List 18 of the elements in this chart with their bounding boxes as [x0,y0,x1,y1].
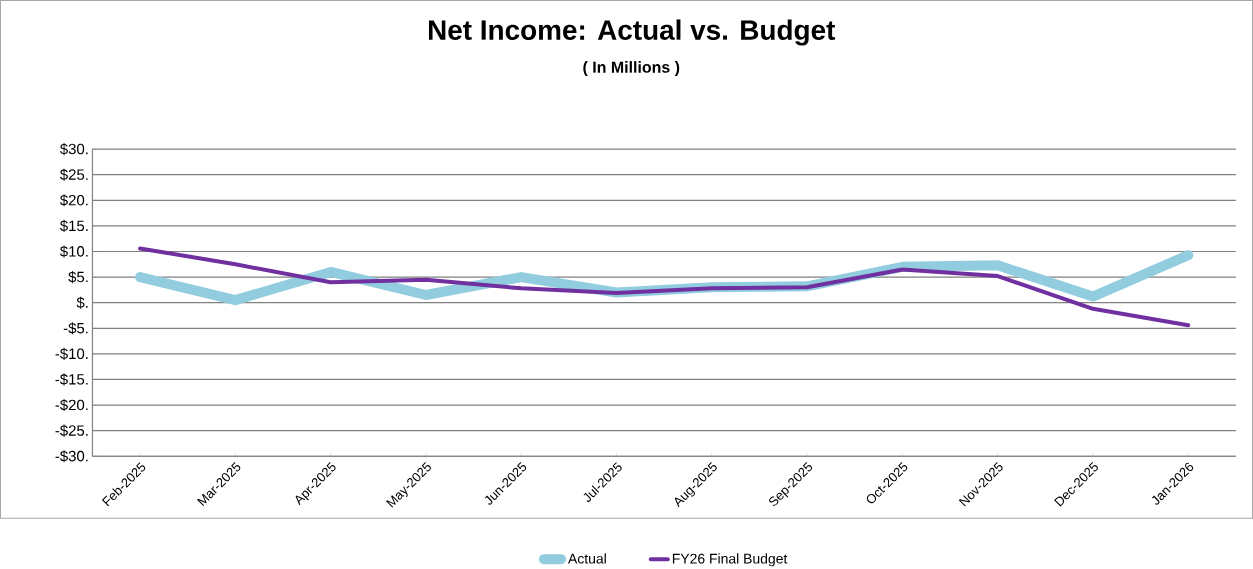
y-tick-label: -$25. [55,424,88,437]
y-tick-label: -$30. [55,450,88,463]
line-series [138,246,1191,328]
chart-subtitle: ( In Millions ) [583,61,680,76]
legend-label: Actual [568,553,606,564]
y-tick-label: -$20. [55,399,88,412]
y-tick-label: $10. [59,245,88,258]
y-tick-label: $5. [68,271,88,284]
y-tick-label: $30. [59,143,88,156]
y-tick-label: -$5. [63,322,88,335]
chart-title: Net Income: Actual vs. Budget [428,19,836,46]
y-tick-label: $. [76,296,88,309]
y-tick-label: $20. [59,194,88,207]
y-tick-label: $15. [59,219,88,232]
y-tick-label: -$15. [55,373,88,386]
y-tick-label: $25. [59,168,88,181]
legend-label: FY26 Final Budget [672,553,788,567]
y-tick-label: -$10. [55,347,88,360]
